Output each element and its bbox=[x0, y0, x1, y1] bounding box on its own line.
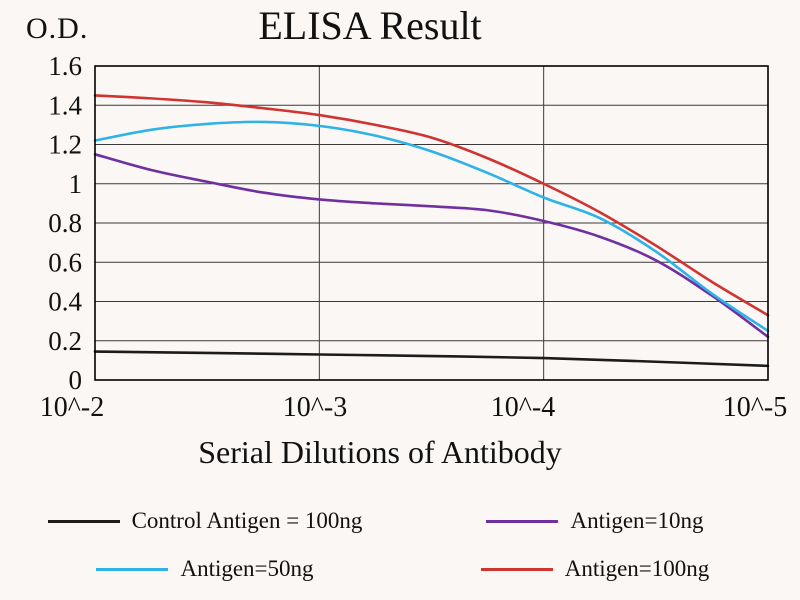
y-tick-label: 0.6 bbox=[48, 247, 82, 277]
y-tick-label: 1.6 bbox=[48, 54, 82, 81]
legend-item: Control Antigen = 100ng bbox=[10, 502, 400, 540]
y-tick-labels: 0 0.2 0.4 0.6 0.8 1 1.2 1.4 1.6 bbox=[48, 54, 82, 390]
legend-item: Antigen=100ng bbox=[400, 550, 790, 588]
series-lines bbox=[93, 94, 770, 368]
gridlines bbox=[95, 66, 768, 380]
legend-label: Antigen=100ng bbox=[564, 556, 710, 581]
x-axis-title: Serial Dilutions of Antibody bbox=[198, 434, 562, 470]
legend-item: Antigen=10ng bbox=[400, 502, 790, 540]
y-tick-label: 1 bbox=[69, 169, 83, 199]
legend-label: Control Antigen = 100ng bbox=[131, 508, 363, 533]
series-line bbox=[93, 153, 770, 339]
x-tick-label: 10^-4 bbox=[490, 392, 556, 423]
plot-area: 0 0.2 0.4 0.6 0.8 1 1.2 1.4 1.6 bbox=[48, 54, 770, 390]
series-line bbox=[93, 350, 770, 368]
legend-swatch bbox=[480, 567, 553, 571]
legend-swatch bbox=[486, 519, 559, 523]
y-tick-label: 0 bbox=[69, 365, 83, 390]
y-axis-title: O.D. bbox=[26, 12, 89, 45]
y-tick-label: 0.8 bbox=[48, 208, 82, 238]
legend-label: Antigen=10ng bbox=[570, 508, 704, 533]
y-tick-label: 1.2 bbox=[48, 130, 82, 160]
plot-border bbox=[94, 65, 769, 381]
series-line bbox=[93, 120, 770, 333]
y-tick-label: 1.4 bbox=[48, 90, 82, 120]
series-line bbox=[93, 94, 770, 317]
legend-label: Antigen=50ng bbox=[180, 556, 314, 581]
chart-title: ELISA Result bbox=[258, 3, 482, 48]
legend: Control Antigen = 100ng Antigen=10ng Antig… bbox=[10, 502, 790, 588]
legend-swatch bbox=[96, 567, 169, 571]
x-tick-label: 10^-5 bbox=[722, 392, 788, 423]
legend-swatch bbox=[47, 519, 120, 523]
legend-item: Antigen=50ng bbox=[10, 550, 400, 588]
x-tick-label: 10^-2 bbox=[39, 392, 105, 423]
y-tick-label: 0.4 bbox=[48, 287, 82, 317]
x-tick-label: 10^-3 bbox=[282, 392, 348, 423]
y-tick-label: 0.2 bbox=[48, 326, 82, 356]
